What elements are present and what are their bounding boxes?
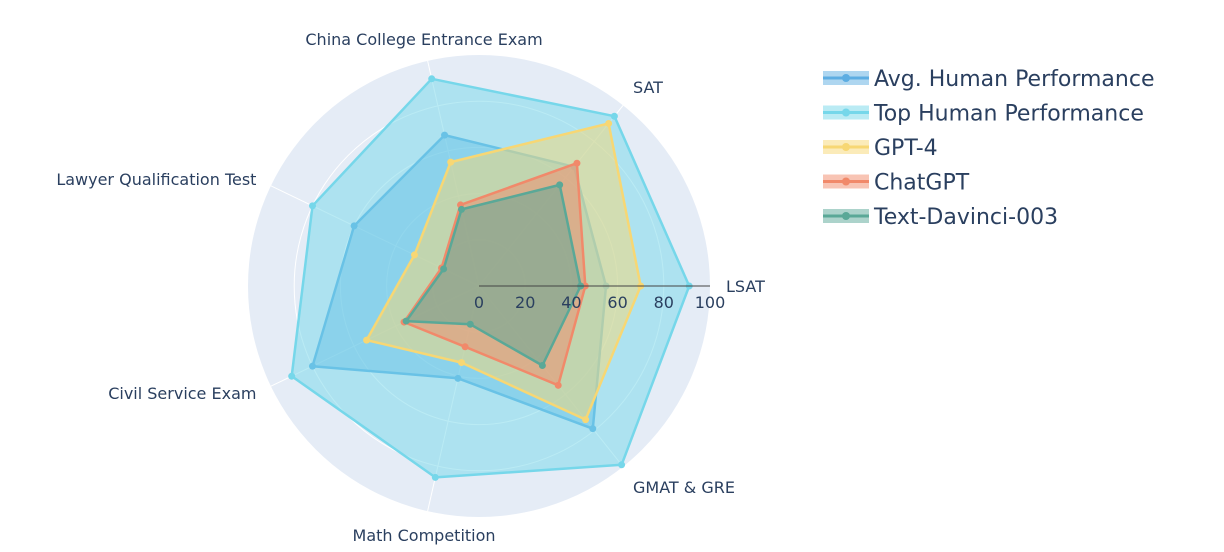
data-point-1-5 — [431, 473, 439, 481]
legend-item-label: Avg. Human Performance — [874, 67, 1154, 92]
axis-label: GMAT & GRE — [633, 478, 735, 497]
legend-marker — [842, 108, 850, 117]
data-point-4-3 — [440, 265, 448, 273]
axis-label: LSAT — [726, 277, 765, 296]
data-point-1-6 — [618, 461, 626, 469]
legend-item-label: ChatGPT — [874, 171, 970, 196]
radial-tick-label: 0 — [474, 293, 484, 312]
radial-tick-label: 40 — [561, 293, 581, 312]
axis-label: SAT — [633, 78, 663, 97]
radial-tick-label: 20 — [515, 293, 535, 312]
radial-tick-label: 100 — [695, 293, 726, 312]
data-point-2-4 — [363, 336, 371, 344]
legend-item-label: Top Human Performance — [873, 102, 1144, 127]
data-point-4-5 — [466, 320, 474, 328]
data-point-3-6 — [554, 381, 562, 389]
radial-tick-label: 60 — [607, 293, 627, 312]
data-point-2-3 — [410, 251, 418, 259]
legend-marker — [842, 177, 850, 186]
legend-marker — [842, 143, 850, 151]
data-point-4-2 — [458, 205, 466, 213]
legend-marker — [842, 74, 850, 82]
axis-label: China College Entrance Exam — [305, 30, 542, 49]
data-point-2-1 — [605, 119, 613, 127]
data-point-4-4 — [402, 317, 410, 325]
legend-item-label: GPT-4 — [874, 136, 938, 161]
legend: Avg. Human Performance Top Human Performa… — [823, 67, 1154, 230]
data-point-4-1 — [556, 181, 564, 189]
axis-label: Civil Service Exam — [108, 384, 256, 403]
data-point-1-4 — [288, 372, 296, 380]
data-point-2-5 — [458, 359, 466, 367]
series-area-4 — [404, 183, 582, 367]
data-point-1-3 — [309, 202, 317, 210]
axis-label: Math Competition — [353, 526, 496, 545]
data-point-3-1 — [573, 159, 581, 167]
radial-tick-label: 80 — [654, 293, 674, 312]
data-point-1-1 — [610, 112, 618, 120]
series-layer — [288, 75, 693, 481]
data-point-2-6 — [582, 416, 590, 424]
legend-item-label: Text-Davinci-003 — [873, 205, 1058, 230]
tick-layer: 0 20 40 60 80 100 — [474, 285, 726, 312]
data-point-4-6 — [538, 361, 546, 369]
legend-marker — [842, 212, 850, 220]
data-point-1-2 — [428, 75, 436, 83]
axis-label: Lawyer Qualification Test — [56, 170, 256, 189]
data-point-3-5 — [461, 343, 469, 351]
axis-label-layer: LSAT SAT China College Entrance Exam Lawyer… — [56, 30, 765, 545]
data-point-2-2 — [447, 158, 455, 166]
